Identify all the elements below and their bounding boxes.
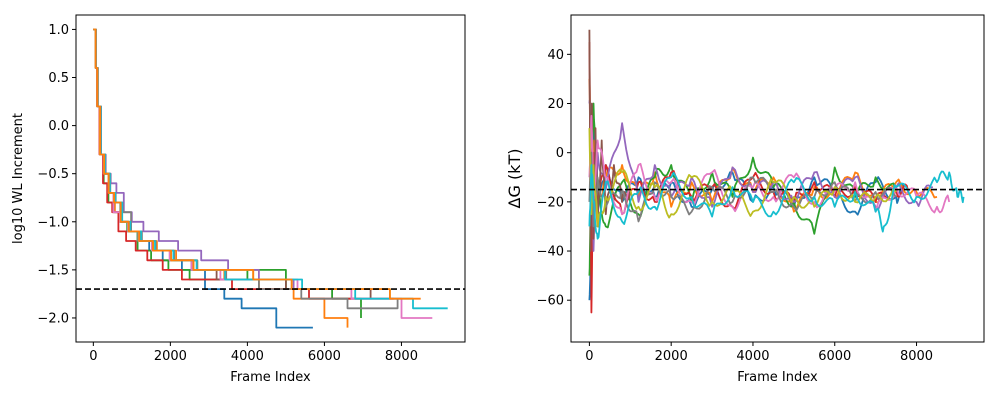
chart2-x-tick-label: 6000 xyxy=(818,349,851,364)
chart2-y-tick-label: 0 xyxy=(556,146,564,161)
chart2-x-tick-label: 0 xyxy=(585,349,593,364)
chart1-y-tick-label: −2.0 xyxy=(37,311,69,326)
chart2-x-axis-label: Frame Index xyxy=(737,370,818,385)
chart1-y-tick-label: −0.5 xyxy=(37,167,69,182)
chart2-series-line xyxy=(588,151,897,228)
chart2: 0 2000 4000 6000 8000 40 20 0 −20 −40 −60 Frame Ind… xyxy=(505,14,985,385)
chart1-y-tick-label: −1.5 xyxy=(37,263,69,278)
chart1-series-line xyxy=(93,28,421,300)
chart1-x-tick-label: 8000 xyxy=(385,349,418,364)
chart2-x-tick-label: 2000 xyxy=(655,349,688,364)
chart2-series-line xyxy=(588,128,897,228)
chart1-x-tick-label: 6000 xyxy=(308,349,341,364)
chart2-frame xyxy=(570,14,985,343)
chart2-y-tick-label: 20 xyxy=(547,97,564,112)
chart1-y-tick-label: 0.0 xyxy=(48,119,69,134)
chart1-x-tick-label: 2000 xyxy=(154,349,187,364)
chart2-plot-area xyxy=(588,29,965,314)
chart2-y-tick-label: −20 xyxy=(537,195,564,210)
chart2-series-line xyxy=(588,114,951,216)
chart1-x-axis-label: Frame Index xyxy=(230,370,311,385)
chart1-y-tick-label: 0.5 xyxy=(48,71,69,86)
chart1-plot-area xyxy=(93,28,448,329)
chart2-y-tick-label: −60 xyxy=(537,294,564,309)
chart1-x-tick-label: 0 xyxy=(89,349,97,364)
chart1-x-tick-label: 4000 xyxy=(231,349,264,364)
chart2-x-tick-label: 8000 xyxy=(900,349,933,364)
chart1: 0 2000 4000 6000 8000 1.0 0.5 0.0 −0.5 −1.0 −1.5 −2… xyxy=(11,14,466,385)
chart1-frame xyxy=(75,14,466,343)
chart1-y-axis-label: log10 WL Increment xyxy=(11,113,26,244)
chart2-y-axis-label: ΔG (kT) xyxy=(505,149,524,209)
chart1-y-tick-label: −1.0 xyxy=(37,215,69,230)
chart2-y-tick-label: −40 xyxy=(537,245,564,260)
chart2-series-line xyxy=(588,99,934,252)
chart2-y-tick-label: 40 xyxy=(547,48,564,63)
chart2-series-line xyxy=(588,164,965,240)
chart1-y-tick-label: 1.0 xyxy=(48,23,69,38)
chart2-x-tick-label: 4000 xyxy=(736,349,769,364)
